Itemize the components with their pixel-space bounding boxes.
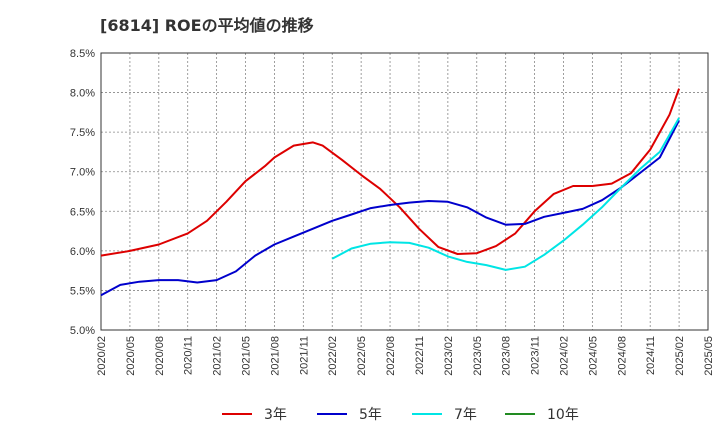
x-tick-label: 2024/02 — [558, 336, 570, 376]
y-tick-label: 6.5% — [70, 206, 95, 218]
series-line-3年 — [100, 88, 681, 257]
x-tick-label: 2024/08 — [616, 336, 628, 376]
x-tick-label: 2023/05 — [472, 336, 484, 376]
y-tick-label: 8.5% — [70, 48, 95, 60]
series-line-5年 — [100, 119, 680, 297]
x-tick-label: 2025/02 — [674, 336, 686, 376]
x-tick-label: 2021/08 — [269, 336, 281, 376]
x-tick-label: 2020/11 — [183, 336, 195, 375]
y-tick-label: 7.5% — [70, 127, 95, 139]
x-tick-label: 2022/11 — [414, 336, 426, 375]
legend-label: 7年 — [454, 407, 477, 423]
x-tick-label: 2021/05 — [241, 336, 253, 376]
x-tick-label: 2023/11 — [530, 336, 542, 375]
y-axis-ticks: 5.0% 5.5% 6.0% 6.5% 7.0% 7.5% 8.0% 8.5% — [70, 48, 95, 337]
y-tick-label: 6.0% — [70, 246, 95, 258]
x-tick-label: 2023/02 — [443, 336, 455, 376]
legend: 3年 5年 7年 10年 — [222, 407, 579, 423]
legend-label: 5年 — [359, 407, 382, 423]
y-tick-label: 8.0% — [70, 88, 95, 100]
x-tick-label: 2024/05 — [587, 336, 599, 376]
y-tick-label: 5.0% — [70, 325, 95, 337]
chart-title: [6814] ROEの平均値の推移 — [100, 16, 314, 35]
x-tick-label: 2025/05 — [703, 336, 715, 376]
x-tick-label: 2020/02 — [96, 336, 108, 376]
x-tick-label: 2022/02 — [327, 336, 339, 376]
x-tick-label: 2020/05 — [125, 336, 137, 376]
legend-label: 3年 — [264, 407, 287, 423]
x-tick-label: 2022/08 — [385, 336, 397, 376]
x-axis-ticks: 2020/02 2020/05 2020/08 2020/11 2021/02 2021/… — [96, 336, 715, 376]
legend-label: 10年 — [547, 407, 579, 423]
plot-border — [100, 52, 709, 331]
y-tick-label: 7.0% — [70, 167, 95, 179]
series-line-7年 — [331, 117, 680, 271]
x-tick-label: 2023/08 — [501, 336, 513, 376]
x-tick-label: 2021/11 — [298, 336, 310, 375]
x-tick-label: 2024/11 — [645, 336, 657, 375]
x-tick-label: 2021/02 — [212, 336, 224, 376]
y-tick-label: 5.5% — [70, 285, 95, 297]
x-tick-label: 2020/08 — [154, 336, 166, 376]
x-tick-label: 2022/05 — [356, 336, 368, 376]
series-lines — [100, 88, 681, 297]
